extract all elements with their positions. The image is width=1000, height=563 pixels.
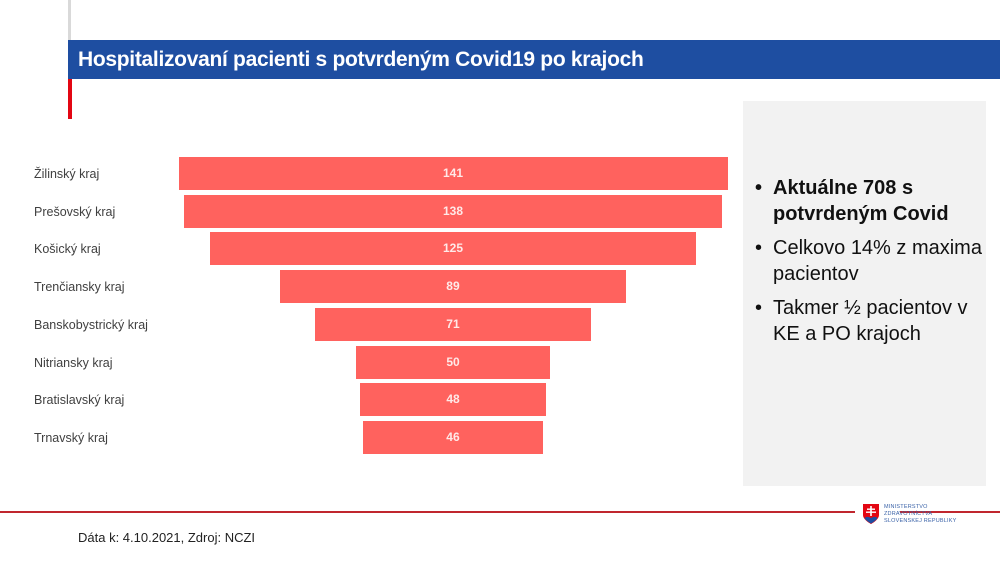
category-label: Košický kraj	[34, 242, 101, 257]
category-label: Žilinský kraj	[34, 167, 100, 181]
summary-item-text: Takmer ½ pacientov v KE a PO krajoch	[773, 297, 968, 345]
logo-line: MINISTERSTVO	[884, 504, 928, 510]
data-source-note: Dáta k: 4.10.2021, Zdroj: NCZI	[78, 530, 256, 545]
bullet-icon: •	[755, 237, 763, 259]
funnel-bar: 48	[359, 383, 547, 417]
category-label: Trenčiansky kraj	[34, 280, 125, 295]
logo-line: ZDRAVOTNÍCTVA	[884, 511, 933, 517]
funnel-bar: 141	[178, 157, 728, 190]
funnel-bar: 50	[355, 345, 551, 379]
category-label: Prešovský kraj	[34, 204, 116, 219]
category-label: Bratislavský kraj	[34, 393, 125, 408]
footer-divider-right	[900, 511, 1000, 513]
footer-divider	[0, 511, 855, 513]
funnel-bar: 138	[184, 194, 722, 228]
summary-list: • Aktuálne 708 s potvrdeným Covid • Celkov…	[755, 175, 985, 355]
summary-item: • Takmer ½ pacientov v KE a PO krajoch	[755, 295, 985, 347]
funnel-bar: 125	[209, 232, 697, 266]
category-label: Trnavský kraj	[34, 430, 108, 445]
category-label: Banskobystrický kraj	[34, 317, 148, 332]
logo-line: SLOVENSKEJ REPUBLIKY	[884, 518, 957, 524]
decorative-vertical-line-red	[68, 79, 72, 119]
summary-item-text: Celkovo 14% z maxima pacientov	[773, 237, 982, 285]
funnel-bar: 71	[314, 307, 592, 341]
ministry-logo: MINISTERSTVO ZDRAVOTNÍCTVA SLOVENSKEJ RE…	[862, 503, 982, 529]
funnel-chart: Žilinský kraj 141 Prešovský kraj 138 Košický…	[34, 157, 728, 454]
bullet-icon: •	[755, 297, 763, 319]
summary-item: • Aktuálne 708 s potvrdeným Covid	[755, 175, 985, 227]
page-title: Hospitalizovaní pacienti s potvrdeným Co…	[68, 40, 1000, 79]
funnel-bar: 46	[363, 420, 543, 454]
ministry-name: MINISTERSTVO ZDRAVOTNÍCTVA SLOVENSKEJ RE…	[884, 504, 956, 525]
category-label: Nitriansky kraj	[34, 355, 113, 370]
summary-item: • Celkovo 14% z maxima pacientov	[755, 235, 985, 287]
funnel-bar: 89	[279, 270, 627, 304]
bullet-icon: •	[755, 177, 763, 199]
slovak-coat-of-arms-icon	[863, 504, 879, 524]
summary-item-text: Aktuálne 708 s potvrdeným Covid	[773, 177, 949, 225]
summary-box: • Aktuálne 708 s potvrdeným Covid • Celkov…	[743, 101, 986, 486]
decorative-vertical-line-grey	[68, 0, 71, 40]
